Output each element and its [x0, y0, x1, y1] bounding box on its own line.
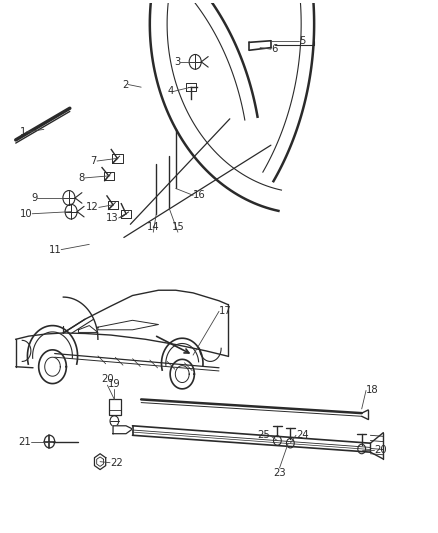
Text: 11: 11 — [49, 245, 61, 255]
Text: 10: 10 — [20, 209, 32, 219]
Text: 19: 19 — [108, 379, 121, 389]
Text: 8: 8 — [79, 173, 85, 183]
Text: 9: 9 — [31, 193, 37, 203]
Text: 16: 16 — [193, 190, 206, 200]
Text: 20: 20 — [101, 374, 114, 384]
Text: 1: 1 — [20, 127, 27, 137]
Text: 18: 18 — [366, 385, 379, 395]
Text: 7: 7 — [91, 156, 97, 166]
Text: 17: 17 — [219, 306, 232, 316]
Text: 15: 15 — [172, 222, 184, 232]
Text: 24: 24 — [296, 430, 309, 440]
Bar — [109, 399, 121, 415]
Text: 20: 20 — [374, 445, 386, 455]
Text: 22: 22 — [110, 458, 123, 468]
Text: 14: 14 — [147, 222, 159, 232]
Text: 12: 12 — [86, 203, 99, 213]
Text: 2: 2 — [122, 79, 128, 90]
Text: 21: 21 — [18, 437, 31, 447]
Text: 13: 13 — [106, 213, 119, 223]
Text: 3: 3 — [174, 57, 180, 67]
Text: 6: 6 — [271, 44, 277, 54]
Text: 25: 25 — [257, 430, 270, 440]
Text: 5: 5 — [299, 36, 305, 46]
Polygon shape — [113, 426, 133, 434]
Text: 23: 23 — [273, 468, 286, 478]
Text: 4: 4 — [167, 86, 173, 96]
